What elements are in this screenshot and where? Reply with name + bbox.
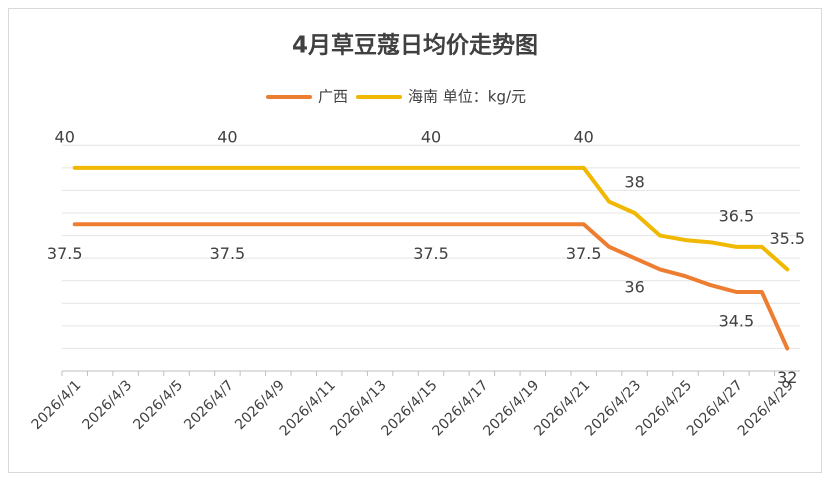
data-label: 37.5 — [47, 244, 83, 263]
data-label: 36.5 — [719, 206, 755, 225]
data-label: 34.5 — [719, 312, 755, 331]
series-line — [72, 222, 790, 351]
data-label: 32 — [777, 368, 797, 387]
data-label: 40 — [55, 127, 75, 146]
legend-label: 海南 单位：kg/元 — [408, 88, 526, 106]
data-label: 37.5 — [566, 244, 602, 263]
data-label: 40 — [574, 127, 594, 146]
data-label: 35.5 — [769, 229, 805, 248]
data-label: 40 — [421, 127, 441, 146]
data-label: 36 — [624, 278, 644, 297]
data-label: 38 — [624, 173, 644, 192]
data-label: 40 — [217, 127, 237, 146]
chart-title: 4月草豆蔻日均价走势图 — [292, 32, 538, 59]
data-label: 37.5 — [413, 244, 449, 263]
legend-label: 广西 — [318, 88, 348, 106]
series-line — [72, 165, 790, 272]
data-label: 37.5 — [210, 244, 246, 263]
